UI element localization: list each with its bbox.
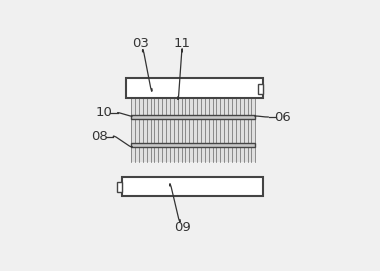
Bar: [126, 78, 263, 98]
Text: 09: 09: [174, 221, 191, 234]
Text: 03: 03: [132, 37, 149, 50]
Text: 10: 10: [95, 106, 112, 119]
Text: 08: 08: [92, 130, 108, 143]
Text: 11: 11: [174, 37, 191, 50]
Bar: [131, 98, 255, 162]
Bar: [258, 84, 263, 94]
Bar: [131, 143, 255, 147]
Bar: [122, 176, 263, 196]
Bar: [131, 115, 255, 119]
Bar: [117, 182, 122, 192]
Text: 06: 06: [274, 111, 291, 124]
